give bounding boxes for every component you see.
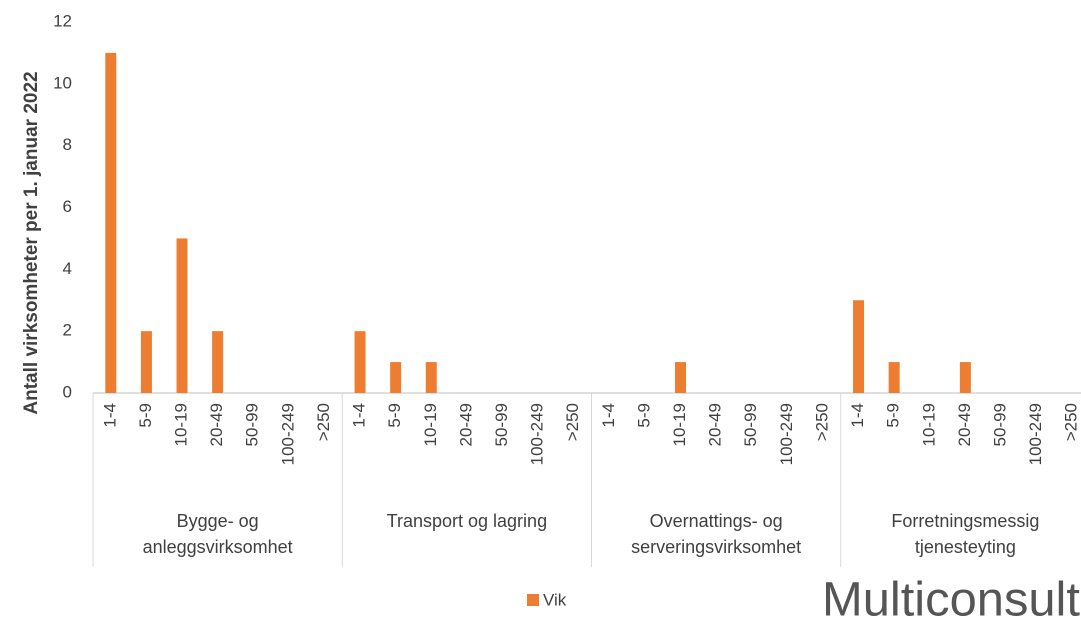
x-tick-label: 50-99 — [741, 403, 760, 446]
x-tick-label: 50-99 — [492, 403, 511, 446]
bar — [853, 300, 865, 393]
x-tick-label: >250 — [314, 403, 333, 441]
y-tick-label: 12 — [53, 11, 72, 30]
x-tick-label: 20-49 — [955, 403, 974, 446]
legend-swatch — [527, 594, 539, 606]
x-tick-label: 20-49 — [207, 403, 226, 446]
x-tick-label: 5-9 — [884, 403, 903, 428]
y-tick-label: 0 — [63, 382, 72, 401]
bar — [105, 52, 117, 394]
group-label: Forretningsmessig tjenesteyting — [891, 511, 1040, 557]
bar — [959, 362, 971, 393]
x-tick-label: 1-4 — [599, 403, 618, 428]
x-tick-label: 50-99 — [243, 403, 262, 446]
x-tick-label: 50-99 — [990, 403, 1009, 446]
group-label: Transport og lagring — [386, 511, 548, 531]
x-tick-label: 5-9 — [136, 403, 155, 428]
bar — [140, 331, 152, 393]
bar — [675, 362, 687, 393]
x-tick-label: 1-4 — [100, 403, 119, 428]
x-tick-label: 100-249 — [528, 403, 547, 465]
x-tick-label: 1-4 — [848, 403, 867, 428]
y-tick-label: 6 — [63, 197, 72, 216]
bar — [390, 362, 402, 393]
x-tick-label: 20-49 — [456, 403, 475, 446]
x-tick-label: >250 — [812, 403, 831, 441]
bar — [425, 362, 437, 393]
bar — [888, 362, 900, 393]
x-tick-label: >250 — [1062, 403, 1081, 441]
x-tick-label: 10-19 — [172, 403, 191, 446]
x-tick-label: 10-19 — [421, 403, 440, 446]
logo: Multiconsult — [822, 574, 1080, 626]
y-tick-label: 2 — [63, 321, 72, 340]
y-tick-label: 4 — [63, 259, 72, 278]
y-tick-label: 10 — [53, 73, 72, 92]
x-tick-label: 1-4 — [350, 403, 369, 428]
x-tick-label: 100-249 — [278, 403, 297, 465]
bar — [212, 331, 224, 393]
x-tick-label: 10-19 — [670, 403, 689, 446]
x-tick-label: 100-249 — [777, 403, 796, 465]
x-tick-label: 10-19 — [919, 403, 938, 446]
x-tick-label: 100-249 — [1026, 403, 1045, 465]
group-label: Overnattings- og serveringsvirksomhet — [631, 511, 802, 557]
x-tick-label: >250 — [563, 403, 582, 441]
group-label: Bygge- og anleggsvirksomhet — [142, 511, 293, 557]
x-tick-label: 20-49 — [706, 403, 725, 446]
legend-label: Vik — [543, 590, 567, 609]
bar — [354, 331, 366, 393]
bar — [176, 238, 188, 393]
x-tick-label: 5-9 — [385, 403, 404, 428]
y-axis-title: Antall virksomheter per 1. januar 2022 — [21, 71, 42, 414]
x-tick-label: 5-9 — [634, 403, 653, 428]
y-tick-label: 8 — [63, 135, 72, 154]
